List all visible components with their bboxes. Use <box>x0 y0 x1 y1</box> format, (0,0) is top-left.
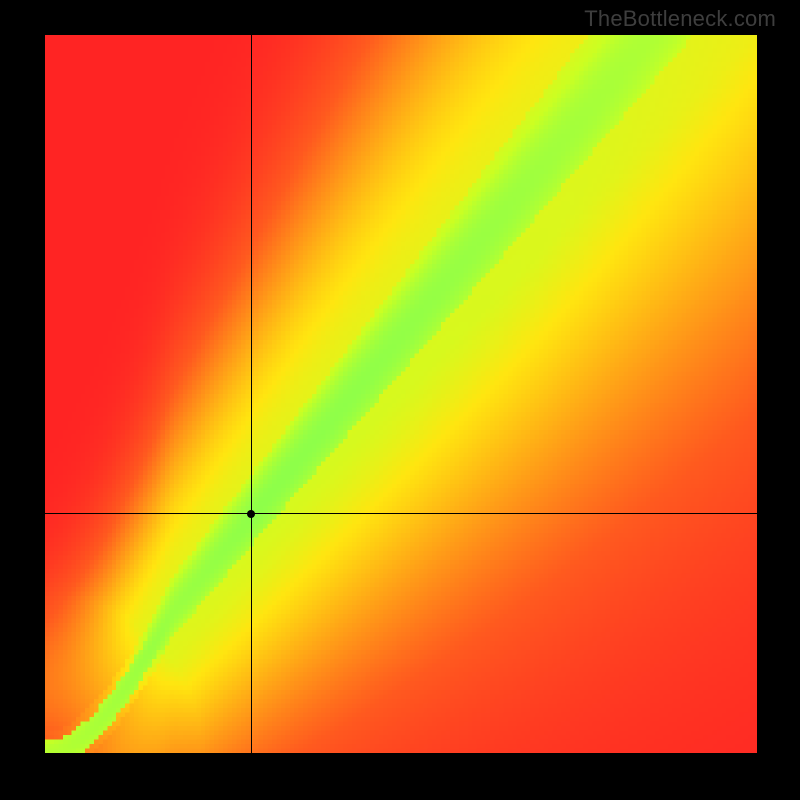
plot-area <box>45 35 757 753</box>
chart-container: TheBottleneck.com <box>0 0 800 800</box>
crosshair-vertical <box>251 35 252 753</box>
crosshair-horizontal <box>45 513 757 514</box>
bottleneck-heatmap <box>45 35 757 753</box>
watermark-text: TheBottleneck.com <box>584 6 776 32</box>
